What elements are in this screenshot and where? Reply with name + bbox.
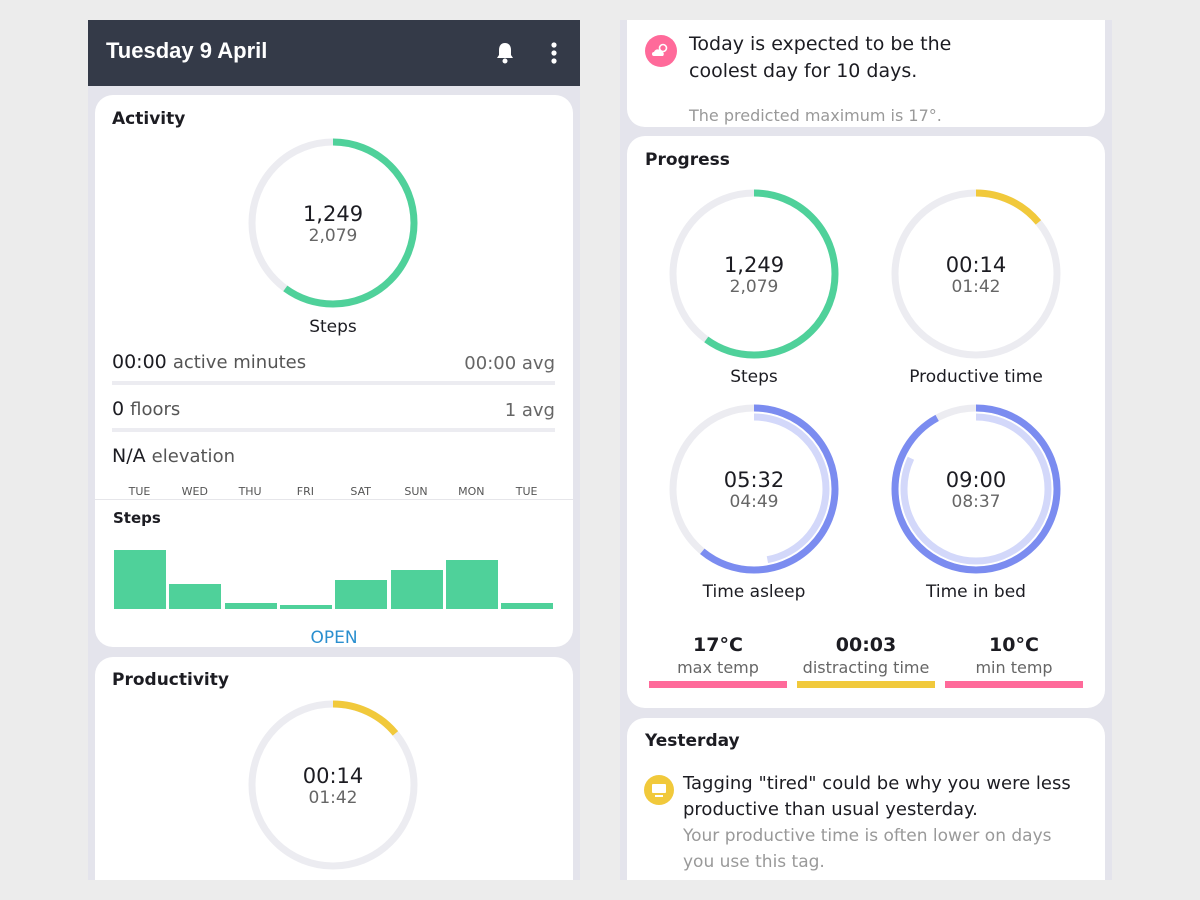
ring-value: 05:32: [723, 468, 785, 492]
day-label: TUE: [128, 485, 151, 498]
stat-value: 17°C: [693, 634, 743, 656]
stat-value: 10°C: [989, 634, 1039, 656]
day-label: FRI: [296, 485, 314, 498]
page-title: Tuesday 9 April: [106, 38, 268, 63]
stat-label: min temp: [975, 658, 1053, 677]
card-title: Yesterday: [645, 731, 740, 751]
ring-label: Productive time: [909, 367, 1043, 387]
ring-goal: 04:49: [729, 492, 779, 512]
day-label: SAT: [350, 485, 371, 498]
ring-progress: [891, 404, 1061, 574]
ring-progress: [248, 700, 418, 870]
day-label: MON: [458, 485, 485, 498]
day-label: SUN: [404, 485, 428, 498]
steps-goal: 2,079: [308, 226, 358, 246]
active-minutes-row: 00:00 active minutes 00:00 avg: [112, 351, 555, 374]
stat-distracting-time: 00:03 distracting time: [797, 634, 935, 688]
bell-icon[interactable]: [494, 41, 516, 65]
yesterday-detail: Your productive time is often lower on d…: [683, 826, 1052, 872]
more-vertical-icon[interactable]: [549, 41, 559, 65]
card-title: Productivity: [112, 670, 229, 690]
ring-value: 00:14: [945, 253, 1007, 277]
stat-min-temp: 10°C min temp: [945, 634, 1083, 688]
steps-bar[interactable]: [279, 605, 332, 609]
progress-ring-steps[interactable]: 1,249 2,079 Steps: [669, 189, 839, 387]
weather-card[interactable]: Today is expected to be the coolest day …: [627, 20, 1105, 127]
card-title: Progress: [645, 150, 730, 170]
stat-bar: [649, 681, 787, 688]
steps-bar[interactable]: [114, 550, 166, 609]
day-label: THU: [238, 485, 262, 498]
stat-max-temp: 17°C max temp: [649, 634, 787, 688]
progress-ring-time-asleep[interactable]: 05:32 04:49 Time asleep: [669, 404, 839, 602]
day-label: WED: [181, 485, 208, 498]
productivity-ring: [248, 700, 418, 870]
steps-bar[interactable]: [445, 560, 498, 609]
weather-partly-cloudy-icon: [645, 35, 677, 67]
stat-bar: [945, 681, 1083, 688]
chart-title: Steps: [113, 509, 161, 527]
yesterday-headline: Tagging "tired" could be why you were le…: [683, 773, 1071, 820]
steps-bar[interactable]: [390, 570, 443, 609]
stat-value: 00:03: [835, 634, 897, 656]
app-header: Tuesday 9 April: [88, 20, 580, 86]
ring-progress: [669, 189, 839, 359]
open-button[interactable]: OPEN: [310, 628, 358, 648]
card-title: Activity: [112, 109, 186, 129]
progress-card[interactable]: Progress 1,249 2,079 Steps 00:14 01:42 Produc…: [627, 136, 1105, 708]
ring-inner-progress: [900, 413, 1052, 565]
activity-card[interactable]: Activity 1,249 2,079 Steps 00:00 active …: [95, 95, 573, 648]
ring-value: 09:00: [945, 468, 1007, 492]
steps-bar[interactable]: [224, 603, 277, 609]
stat-label: max temp: [677, 658, 759, 677]
today-screen: Tuesday 9 April Activity 1,249 2,079 Ste…: [88, 20, 580, 880]
elevation-row: N/A elevation: [112, 445, 235, 467]
monitor-icon: [644, 775, 674, 805]
weather-headline: Today is expected to be the coolest day …: [689, 33, 952, 82]
ring-progress: [669, 404, 839, 574]
ring-value: 1,249: [723, 253, 785, 277]
productivity-goal: 01:42: [308, 788, 358, 808]
ring-label: Time asleep: [702, 582, 806, 602]
steps-bar[interactable]: [335, 579, 388, 609]
ring-progress: [891, 189, 1061, 359]
insights-screen: Today is expected to be the coolest day …: [620, 20, 1112, 880]
productivity-value: 00:14: [302, 764, 364, 788]
productivity-card[interactable]: Productivity 00:14 01:42: [95, 657, 573, 880]
day-label: TUE: [515, 485, 538, 498]
steps-value: 1,249: [302, 202, 364, 226]
floors-row: 0 floors 1 avg: [112, 398, 555, 421]
ring-label: Time in bed: [926, 582, 1026, 602]
weather-detail: The predicted maximum is 17°.: [689, 106, 942, 125]
progress-ring-time-in-bed[interactable]: 09:00 08:37 Time in bed: [891, 404, 1061, 602]
ring-goal: 01:42: [951, 277, 1001, 297]
stat-label: distracting time: [802, 658, 930, 677]
ring-goal: 08:37: [951, 492, 1001, 512]
steps-bar[interactable]: [501, 603, 554, 609]
steps-bar[interactable]: [169, 584, 222, 609]
steps-ring: [248, 138, 418, 308]
stat-bar: [797, 681, 935, 688]
steps-label: Steps: [309, 317, 357, 337]
ring-goal: 2,079: [729, 277, 779, 297]
ring-progress: [248, 138, 418, 308]
progress-ring-productive-time[interactable]: 00:14 01:42 Productive time: [891, 189, 1061, 387]
yesterday-card[interactable]: Yesterday Tagging "tired" could be why y…: [627, 718, 1105, 880]
ring-label: Steps: [730, 367, 778, 387]
ring-inner-progress: [678, 413, 830, 565]
